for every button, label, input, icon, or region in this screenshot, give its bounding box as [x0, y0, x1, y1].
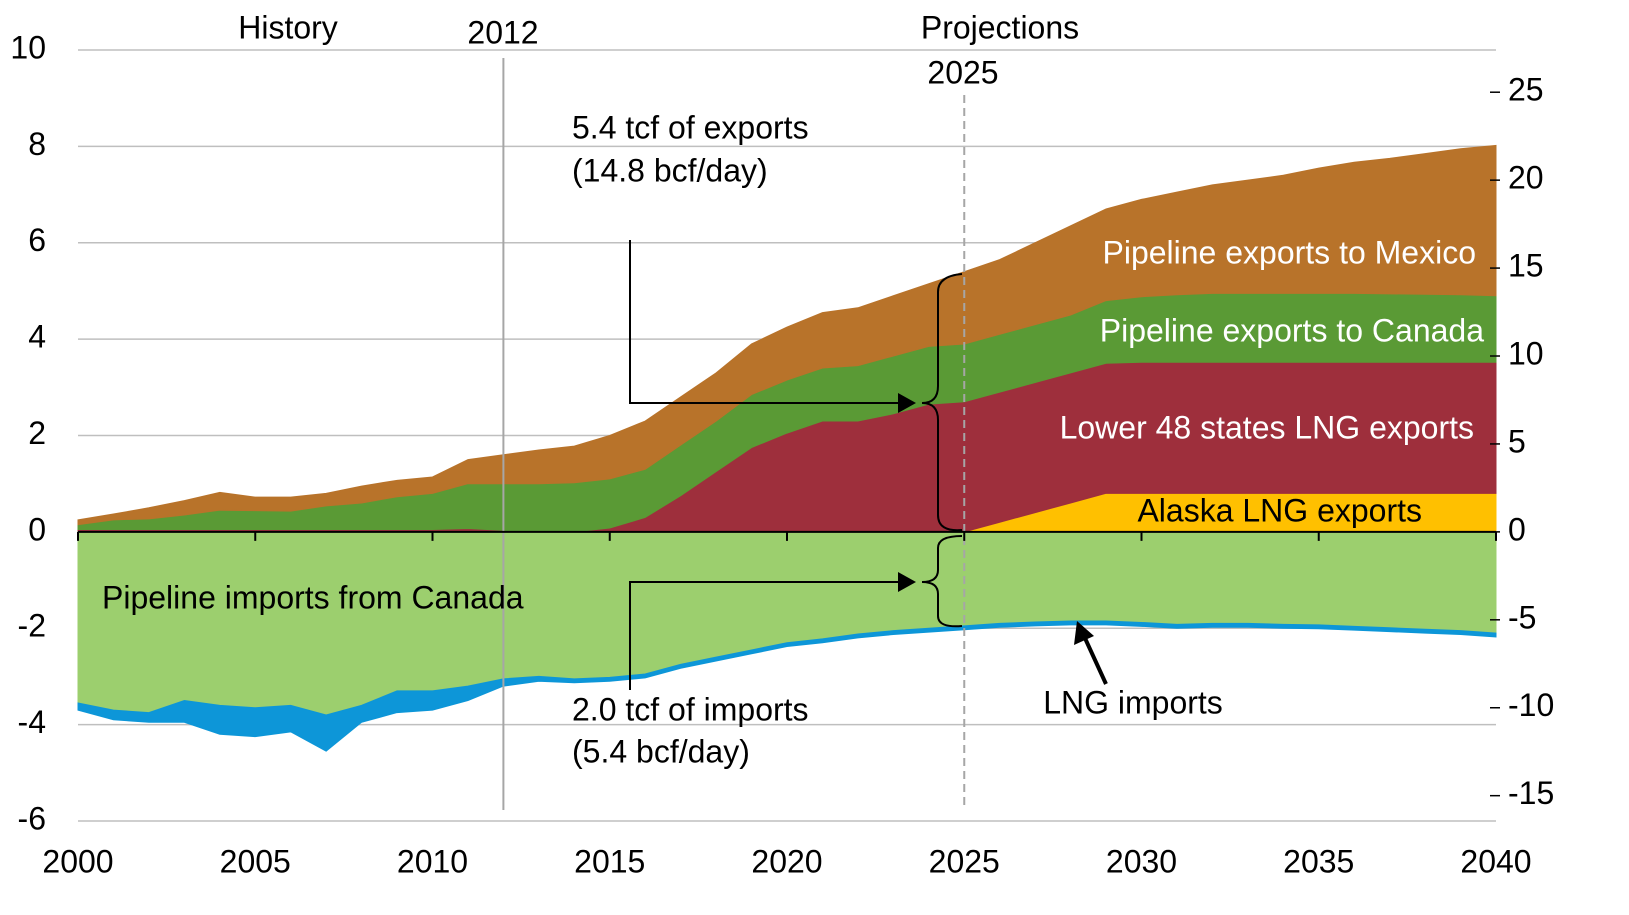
y-tick-label: -6	[18, 800, 46, 836]
annotation: (14.8 bcf/day)	[572, 152, 768, 188]
x-tick-label: 2020	[751, 843, 822, 879]
x-tick-label: 2000	[42, 843, 113, 879]
x-tick-label: 2015	[574, 843, 645, 879]
period-label: Projections	[921, 9, 1079, 45]
y-tick-label: 6	[28, 222, 46, 258]
x-tick-label: 2025	[929, 843, 1000, 879]
area	[77, 531, 1497, 716]
y2-tick-label: 25	[1508, 72, 1544, 108]
series-label: Pipeline exports to Mexico	[1102, 234, 1476, 270]
callout-line	[629, 581, 900, 690]
bracket	[921, 273, 963, 532]
y-tick-label: -4	[18, 704, 46, 740]
y2-tick-label: -15	[1508, 775, 1554, 811]
y2-tick-label: -5	[1508, 599, 1536, 635]
arrowhead	[898, 393, 916, 413]
x-tick-label: 2030	[1106, 843, 1177, 879]
series-label: Lower 48 states LNG exports	[1060, 409, 1474, 445]
vline-label: 2012	[467, 14, 538, 50]
y-tick-label: 4	[28, 319, 46, 355]
y2-tick-label: 10	[1508, 335, 1544, 371]
arrowhead	[898, 572, 916, 592]
y-tick-label: 8	[28, 126, 46, 162]
vline-label: 2025	[927, 54, 998, 90]
x-tick-label: 2035	[1283, 843, 1354, 879]
callout-line	[1082, 635, 1108, 685]
y2-tick-label: 5	[1508, 423, 1526, 459]
area	[77, 144, 1497, 526]
y-tick-label: -2	[18, 608, 46, 644]
y2-tick-label: -10	[1508, 687, 1554, 723]
x-tick-label: 2010	[397, 843, 468, 879]
series-label: Pipeline exports to Canada	[1100, 312, 1484, 348]
y-tick-label: 10	[10, 29, 46, 65]
annotation: (5.4 bcf/day)	[572, 733, 750, 769]
series-label: Pipeline imports from Canada	[102, 579, 524, 615]
annotation-graphics	[629, 240, 1108, 690]
annotation: 5.4 tcf of exports	[572, 109, 809, 145]
x-tick-label: 2005	[220, 843, 291, 879]
area	[77, 620, 1497, 752]
series-label: LNG imports	[1043, 684, 1223, 720]
bracket	[921, 535, 963, 628]
x-tick-label: 2040	[1460, 843, 1531, 879]
y2-tick-label: 0	[1508, 511, 1526, 547]
series-label: Alaska LNG exports	[1137, 492, 1422, 528]
y-tick-label: 0	[28, 511, 46, 547]
arrowhead	[1074, 621, 1094, 645]
annotation: 2.0 tcf of imports	[572, 691, 809, 727]
period-label: History	[238, 9, 338, 45]
callout-line	[629, 240, 900, 404]
y-tick-label: 2	[28, 415, 46, 451]
y2-tick-label: 20	[1508, 160, 1544, 196]
y2-tick-label: 15	[1508, 248, 1544, 284]
